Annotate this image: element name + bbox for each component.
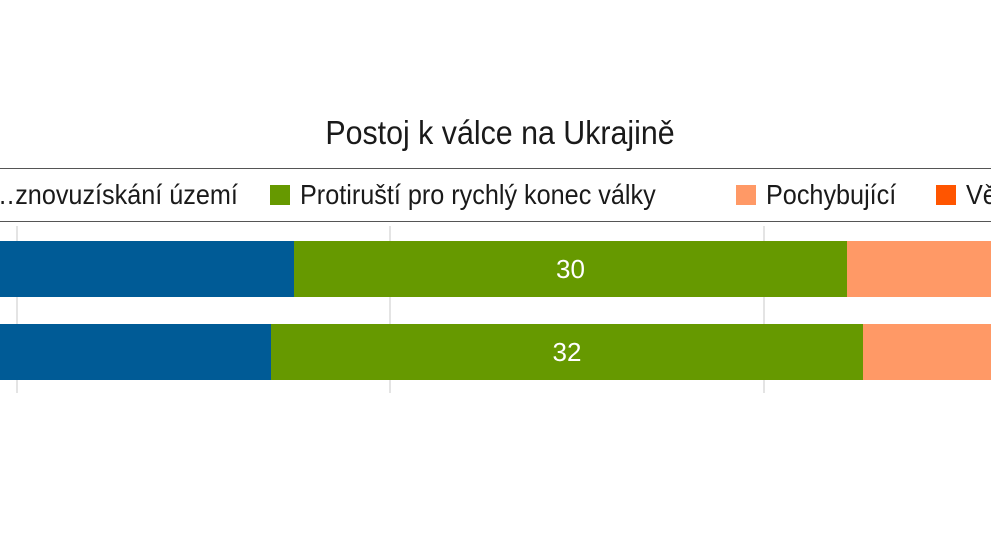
- legend-label-series-1: …znovuzískání území: [0, 179, 238, 210]
- bar-row-2-series-3: [863, 324, 991, 380]
- bar-row-2-series-2: [271, 324, 863, 380]
- legend-item-series-3: Pochybující: [736, 179, 911, 211]
- legend-swatch-series-4: [936, 185, 956, 205]
- legend-swatch-series-2: [270, 185, 290, 205]
- data-label-row-2: 32: [553, 337, 582, 367]
- bar-row-1-series-2: [294, 241, 847, 297]
- legend-item-series-2: Protiruští pro rychlý konec války: [270, 179, 695, 211]
- legend-item-series-4: Vě…: [936, 179, 991, 211]
- legend-item-series-1: …znovuzískání území: [0, 179, 265, 211]
- bar-row-2-series-1: [0, 324, 271, 380]
- chart-title: Postoj k válce na Ukrajině: [325, 114, 675, 151]
- chart-legend: …znovuzískání území Protiruští pro rychl…: [0, 168, 991, 222]
- bar-row-1-series-3: [847, 241, 991, 297]
- legend-label-series-2: Protiruští pro rychlý konec války: [300, 179, 656, 210]
- bar-row-1-series-1: [0, 241, 294, 297]
- legend-label-series-3: Pochybující: [766, 179, 897, 210]
- legend-label-series-4: Vě…: [966, 179, 991, 210]
- legend-swatch-series-3: [736, 185, 756, 205]
- data-label-row-1: 30: [556, 254, 585, 284]
